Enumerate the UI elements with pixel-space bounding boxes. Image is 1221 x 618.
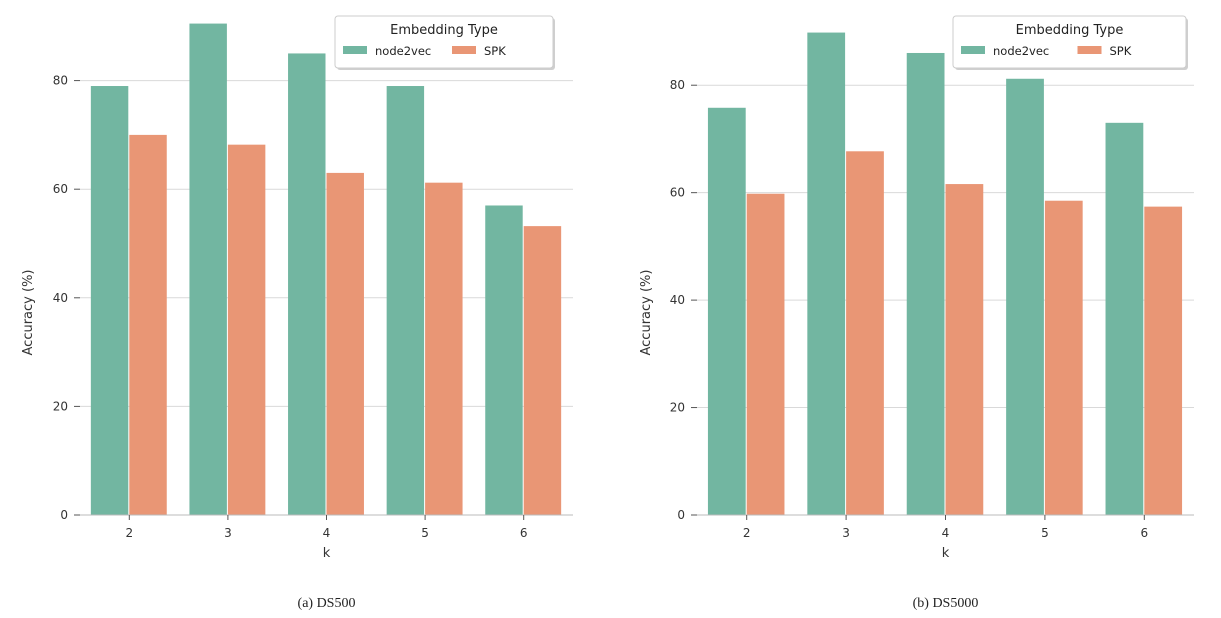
y-tick-label: 80 — [670, 78, 685, 92]
bar-node2vec-k4 — [906, 52, 945, 515]
legend: Embedding Type node2vec SPK — [334, 15, 555, 70]
legend-swatch-node2vec — [961, 46, 985, 54]
legend-swatch-node2vec — [343, 46, 367, 54]
bar-SPK-k4 — [326, 172, 364, 515]
bar-SPK-k6 — [1144, 206, 1183, 515]
bar-node2vec-k2 — [90, 86, 129, 515]
x-tick-label: 5 — [421, 526, 429, 540]
bar-node2vec-k5 — [1006, 78, 1044, 515]
bar-SPK-k5 — [1044, 200, 1083, 515]
bar-node2vec-k5 — [386, 86, 425, 515]
bar-SPK-k3 — [227, 144, 266, 515]
legend-box — [952, 15, 1187, 69]
y-axis-label: Accuracy (%) — [21, 270, 36, 356]
bar-SPK-k5 — [425, 182, 463, 515]
legend-label-node2vec: node2vec — [993, 44, 1049, 58]
figure-caption: (b) DS5000 — [913, 596, 979, 611]
y-tick-label: 60 — [670, 186, 685, 200]
bar-SPK-k4 — [945, 184, 984, 515]
x-tick-label: 3 — [842, 526, 850, 540]
x-axis-label: k — [942, 546, 950, 561]
figure-caption: (a) DS500 — [298, 596, 356, 611]
bar-node2vec-k4 — [288, 53, 326, 516]
bar-SPK-k2 — [129, 134, 167, 516]
y-tick-label: 20 — [53, 399, 68, 413]
y-tick-label: 0 — [60, 508, 68, 522]
x-tick-label: 2 — [743, 526, 751, 540]
bar-SPK-k6 — [523, 226, 562, 515]
legend-title: Embedding Type — [390, 23, 498, 38]
chart-panel-2: 0 20 40 60 80 2 3 4 5 6 k Accuracy (%) Embedding Typ… — [639, 15, 1194, 611]
bar-node2vec-k3 — [807, 32, 846, 515]
x-tick-label: 3 — [224, 526, 232, 540]
x-tick-label: 6 — [1140, 526, 1148, 540]
x-axis-label: k — [323, 546, 331, 561]
legend-swatch-SPK — [1077, 46, 1102, 54]
legend-label-SPK: SPK — [484, 44, 506, 58]
y-tick-label: 20 — [670, 401, 685, 415]
legend-label-SPK: SPK — [1110, 44, 1132, 58]
bar-SPK-k2 — [746, 193, 785, 515]
legend: Embedding Type node2vec SPK — [952, 15, 1188, 70]
legend-box — [334, 15, 554, 69]
bar-SPK-k3 — [846, 151, 884, 516]
y-tick-label: 40 — [670, 293, 685, 307]
y-tick-label: 80 — [53, 74, 68, 88]
legend-title: Embedding Type — [1016, 23, 1124, 38]
legend-swatch-SPK — [452, 46, 476, 54]
chart-panel-1: 0 20 40 60 80 2 3 4 5 6 k Accuracy (%) Embedding Typ… — [21, 15, 573, 611]
x-tick-label: 2 — [125, 526, 133, 540]
bar-node2vec-k6 — [485, 205, 523, 515]
bar-node2vec-k6 — [1105, 122, 1144, 515]
y-tick-label: 60 — [53, 182, 68, 196]
y-tick-label: 40 — [53, 291, 68, 305]
y-tick-label: 0 — [677, 508, 685, 522]
legend-label-node2vec: node2vec — [375, 44, 431, 58]
x-tick-label: 5 — [1041, 526, 1049, 540]
x-tick-label: 4 — [942, 526, 950, 540]
x-tick-label: 6 — [520, 526, 528, 540]
bar-node2vec-k2 — [707, 107, 746, 515]
x-tick-label: 4 — [323, 526, 331, 540]
bar-node2vec-k3 — [189, 23, 227, 516]
y-axis-label: Accuracy (%) — [639, 270, 654, 356]
